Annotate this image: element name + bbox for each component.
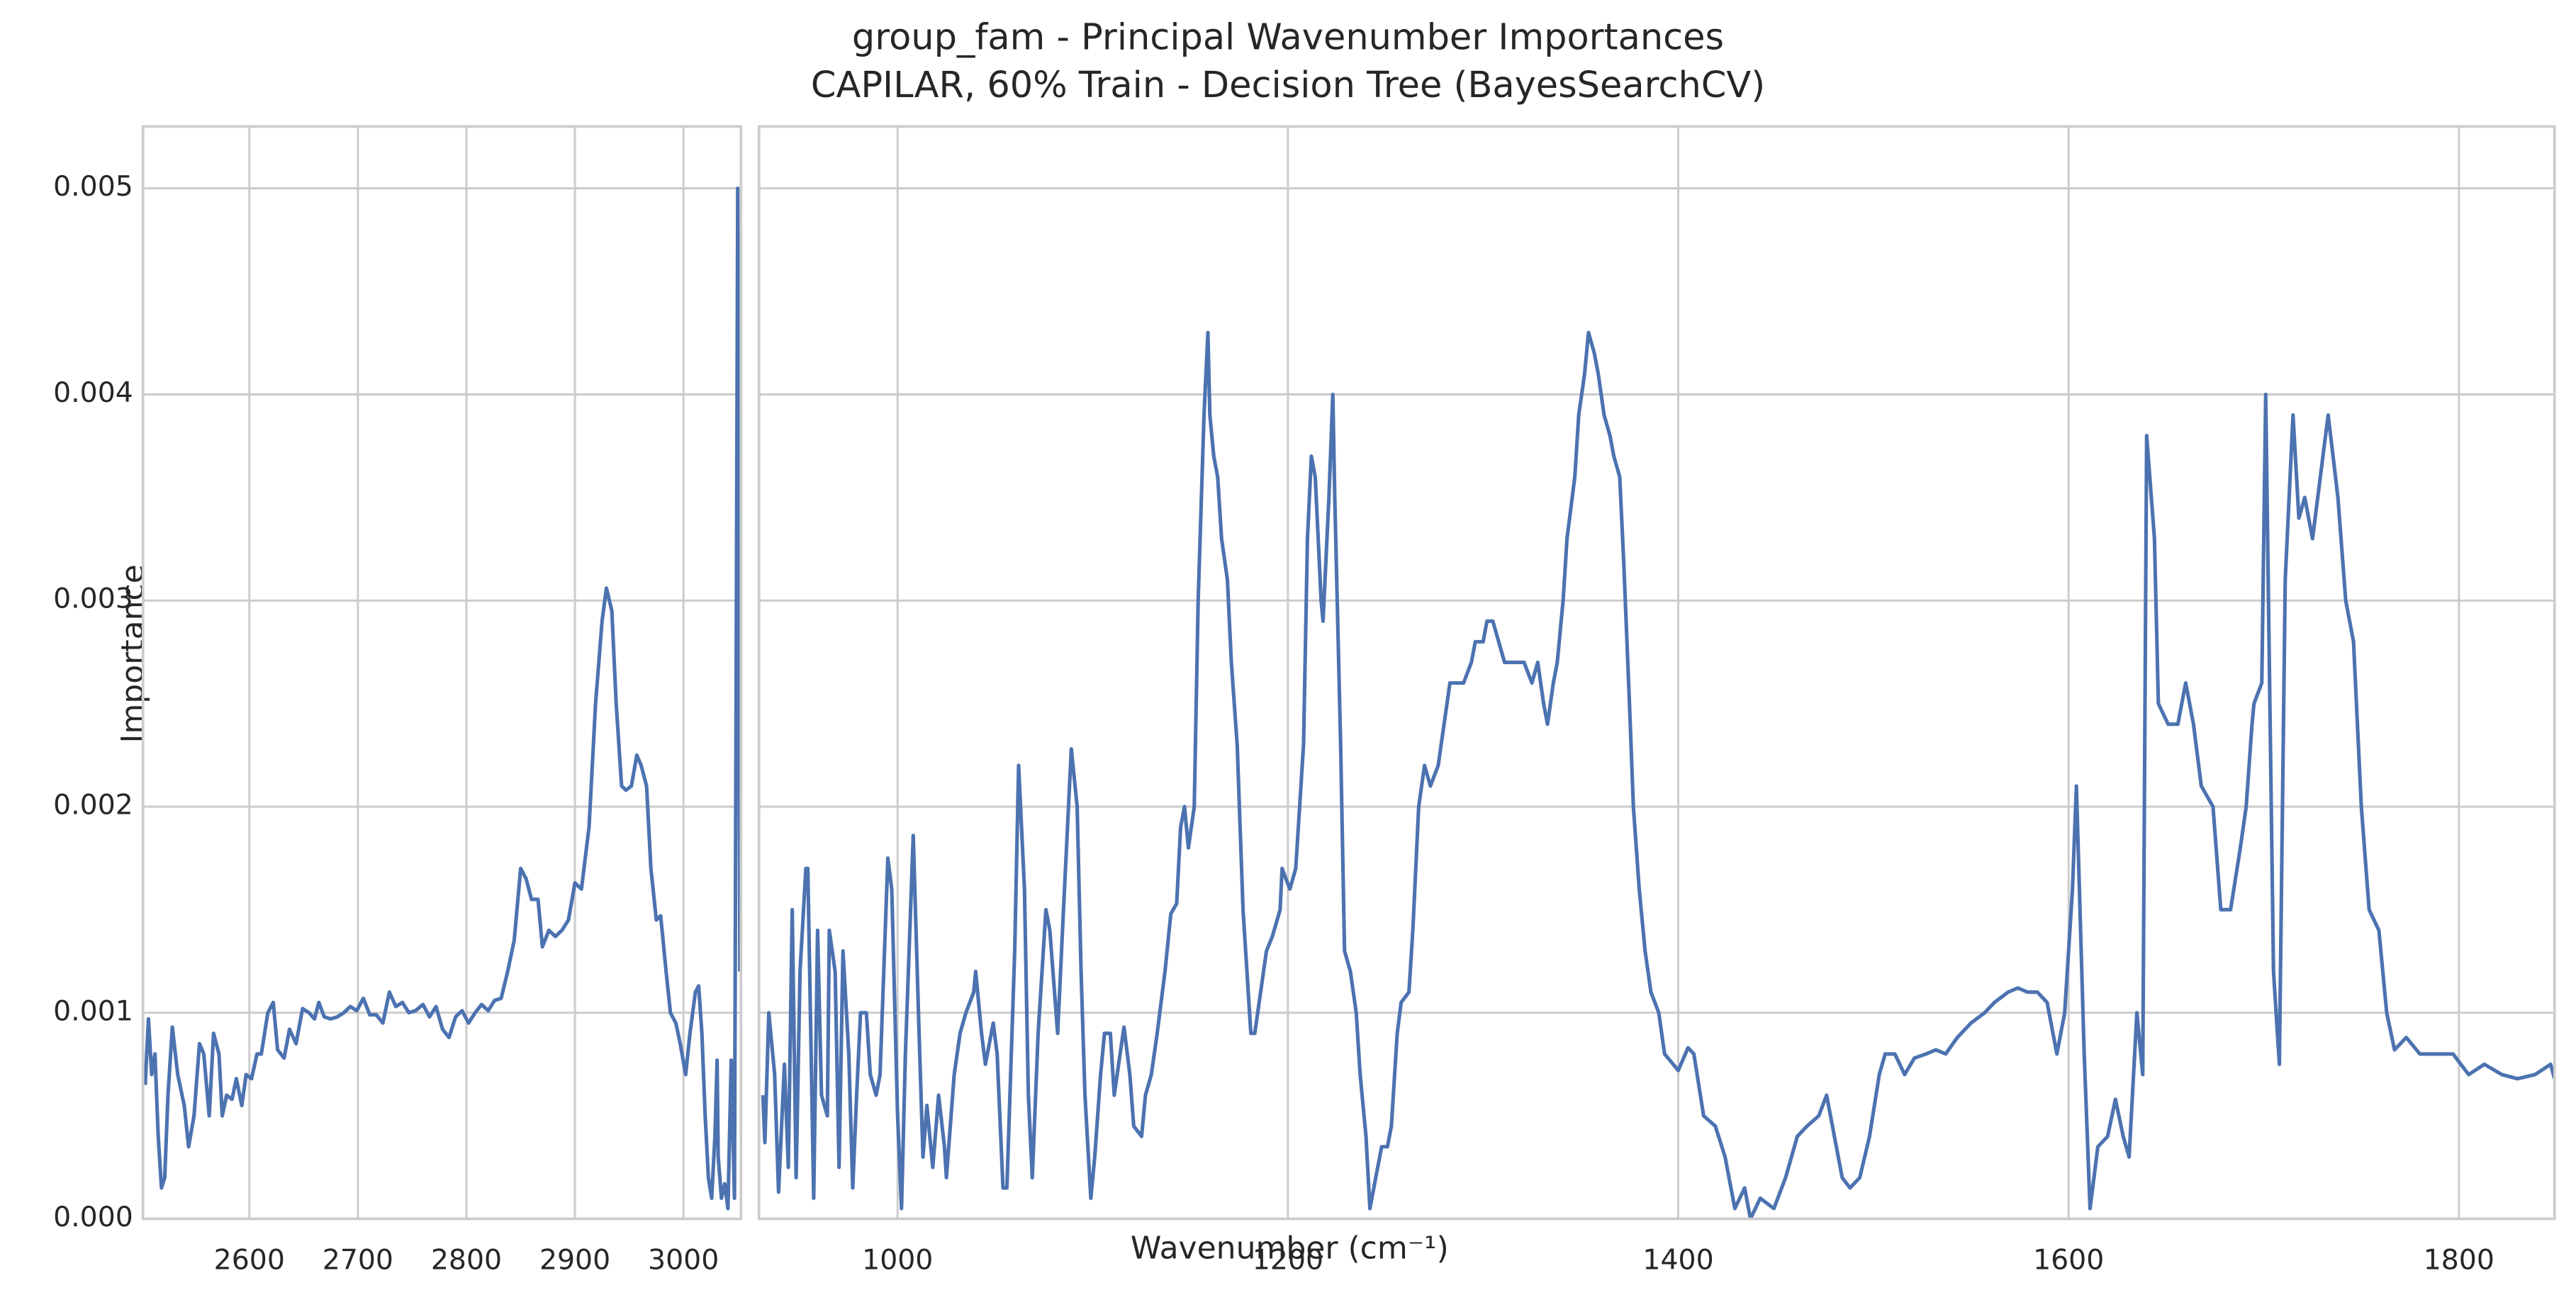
plot-area [143, 186, 741, 1211]
y-tick-label: 0.004 [53, 376, 133, 409]
chart-subtitle: CAPILAR, 60% Train - Decision Tree (Baye… [811, 65, 1765, 106]
x-tick-label: 2900 [539, 1243, 610, 1276]
y-tick-label: 0.002 [53, 788, 133, 821]
x-axis-label: Wavenumber (cm⁻¹) [1131, 1231, 1449, 1267]
x-tick-label: 2700 [323, 1243, 393, 1276]
y-axis-label: Importance [115, 564, 151, 743]
axes-frame [141, 125, 743, 1221]
x-tick-label: 1000 [862, 1243, 933, 1276]
x-tick-label: 1800 [2424, 1243, 2494, 1276]
x-tick-label: 1600 [2033, 1243, 2104, 1276]
y-tick-label: 0.001 [53, 994, 133, 1027]
y-tick-label: 0.005 [53, 170, 133, 203]
x-tick-label: 3000 [648, 1243, 719, 1276]
chart-title: group_fam - Principal Wavenumber Importa… [852, 17, 1724, 59]
axes-frame [757, 125, 2556, 1221]
x-tick-label: 1400 [1642, 1243, 1713, 1276]
data-line [143, 186, 741, 1211]
x-tick-label: 1200 [1253, 1243, 1323, 1276]
x-tick-label: 2600 [214, 1243, 285, 1276]
data-line [761, 330, 2555, 1219]
y-tick-label: 0.000 [53, 1201, 133, 1233]
x-tick-label: 2800 [431, 1243, 502, 1276]
y-tick-label: 0.003 [53, 583, 133, 615]
plot-area [761, 330, 2555, 1219]
